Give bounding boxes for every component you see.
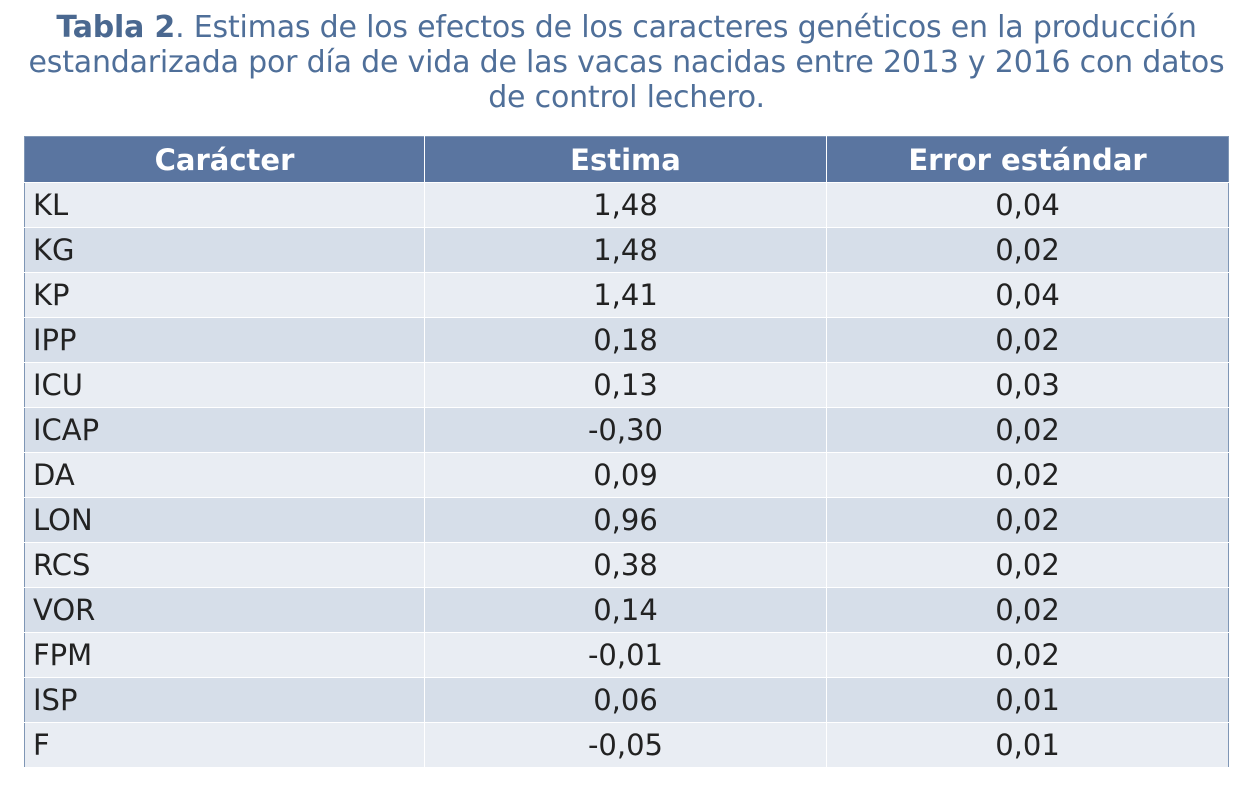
- table-row: KP 1,41 0,04: [24, 272, 1229, 318]
- cell-estima: 0,13: [424, 362, 827, 408]
- cell-caracter: ICU: [24, 362, 425, 408]
- cell-error: 0,04: [826, 182, 1229, 228]
- cell-estima: 1,41: [424, 272, 827, 318]
- cell-error: 0,01: [826, 722, 1229, 768]
- table-row: RCS 0,38 0,02: [24, 542, 1229, 588]
- table-row: LON 0,96 0,02: [24, 497, 1229, 543]
- table-row: ISP 0,06 0,01: [24, 677, 1229, 723]
- table-row: ICU 0,13 0,03: [24, 362, 1229, 408]
- data-table: Carácter Estima Error estándar KL 1,48 0,0…: [24, 136, 1229, 768]
- cell-caracter: VOR: [24, 587, 425, 633]
- table-header: Carácter Estima Error estándar: [24, 136, 1229, 183]
- column-header-error: Error estándar: [826, 136, 1229, 183]
- header-row: Carácter Estima Error estándar: [24, 136, 1229, 183]
- column-header-caracter: Carácter: [24, 136, 425, 183]
- cell-estima: 1,48: [424, 182, 827, 228]
- cell-caracter: FPM: [24, 632, 425, 678]
- table-caption-label: Tabla 2: [56, 10, 176, 45]
- cell-estima: 0,96: [424, 497, 827, 543]
- cell-estima: 0,18: [424, 317, 827, 363]
- cell-error: 0,02: [826, 317, 1229, 363]
- cell-estima: -0,05: [424, 722, 827, 768]
- cell-caracter: ISP: [24, 677, 425, 723]
- cell-error: 0,04: [826, 272, 1229, 318]
- cell-caracter: RCS: [24, 542, 425, 588]
- table-body: KL 1,48 0,04 KG 1,48 0,02 KP 1,41 0,04 IPP 0,18 0,0…: [24, 182, 1229, 768]
- cell-caracter: KP: [24, 272, 425, 318]
- cell-estima: -0,01: [424, 632, 827, 678]
- cell-error: 0,02: [826, 632, 1229, 678]
- cell-caracter: KL: [24, 182, 425, 228]
- table-caption-text: . Estimas de los efectos de los caracter…: [28, 10, 1225, 115]
- cell-error: 0,02: [826, 587, 1229, 633]
- cell-error: 0,01: [826, 677, 1229, 723]
- cell-estima: 0,38: [424, 542, 827, 588]
- cell-error: 0,02: [826, 542, 1229, 588]
- table-row: F -0,05 0,01: [24, 722, 1229, 768]
- cell-error: 0,03: [826, 362, 1229, 408]
- cell-estima: 1,48: [424, 227, 827, 273]
- table-row: KL 1,48 0,04: [24, 182, 1229, 228]
- table-row: VOR 0,14 0,02: [24, 587, 1229, 633]
- cell-estima: 0,09: [424, 452, 827, 498]
- cell-caracter: DA: [24, 452, 425, 498]
- cell-error: 0,02: [826, 227, 1229, 273]
- cell-error: 0,02: [826, 497, 1229, 543]
- table-row: FPM -0,01 0,02: [24, 632, 1229, 678]
- cell-caracter: LON: [24, 497, 425, 543]
- cell-caracter: KG: [24, 227, 425, 273]
- cell-error: 0,02: [826, 407, 1229, 453]
- cell-caracter: ICAP: [24, 407, 425, 453]
- table-row: IPP 0,18 0,02: [24, 317, 1229, 363]
- table-caption: Tabla 2. Estimas de los efectos de los c…: [20, 10, 1233, 115]
- table-row: DA 0,09 0,02: [24, 452, 1229, 498]
- cell-estima: 0,14: [424, 587, 827, 633]
- table-row: KG 1,48 0,02: [24, 227, 1229, 273]
- cell-estima: 0,06: [424, 677, 827, 723]
- table-row: ICAP -0,30 0,02: [24, 407, 1229, 453]
- cell-caracter: F: [24, 722, 425, 768]
- cell-estima: -0,30: [424, 407, 827, 453]
- cell-error: 0,02: [826, 452, 1229, 498]
- column-header-estima: Estima: [424, 136, 827, 183]
- cell-caracter: IPP: [24, 317, 425, 363]
